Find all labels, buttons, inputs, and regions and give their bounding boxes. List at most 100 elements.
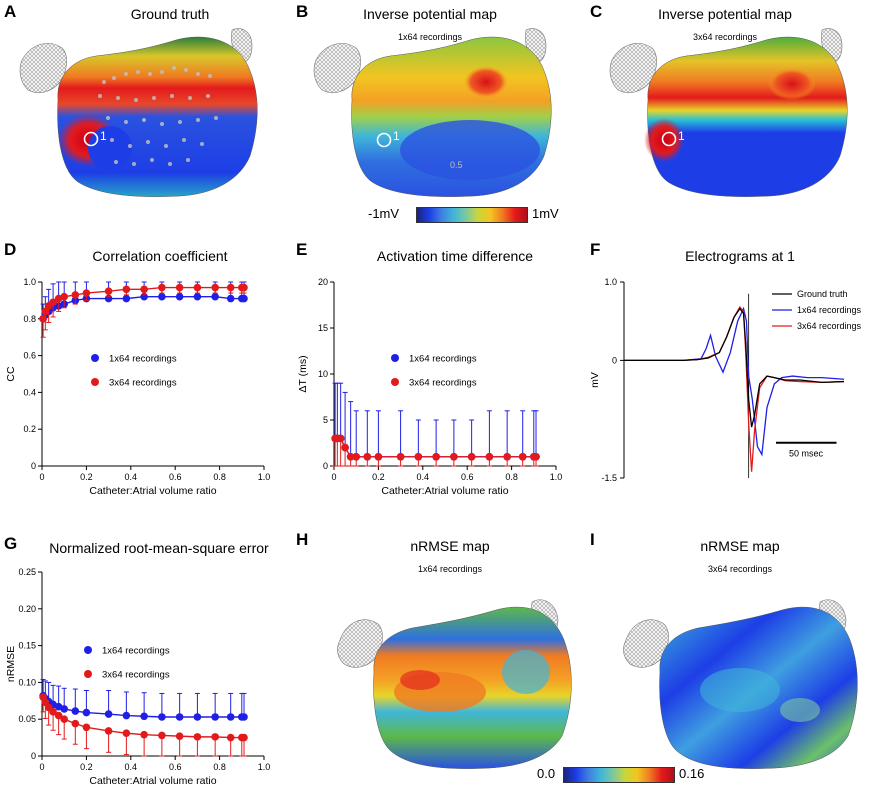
d-legend-red-label: 3x64 recordings [109, 378, 177, 389]
g-y-tick-label: 0.10 [18, 677, 36, 687]
g-x-tick-label: 0.2 [80, 762, 93, 772]
g-y-tick-label: 0.25 [18, 567, 36, 577]
g-red-point [140, 730, 148, 739]
g-legend-blue-label: 1x64 recordings [102, 646, 170, 657]
f-y-tick-label: 1.0 [604, 277, 617, 287]
e-red-point [485, 453, 494, 461]
d-x-tick-label: 0 [39, 472, 44, 482]
f-series-1-line [624, 306, 845, 457]
d-y-tick-label: 0.4 [23, 387, 36, 397]
g-blue-point [122, 711, 131, 720]
d-red-point [158, 283, 166, 292]
g-blue-point [226, 713, 235, 721]
f-series-2-line [624, 305, 845, 472]
g-x-tick-label: 0.6 [169, 762, 182, 772]
atrial-map-a: 1 [19, 28, 258, 197]
d-y-tick-label: 0 [31, 461, 36, 471]
g-red-point [54, 711, 63, 720]
d-red-point [71, 291, 80, 299]
colorbar-bottom-min-label: 0.0 [537, 766, 556, 781]
g-red-point [211, 733, 219, 741]
g-x-axis-label: Catheter:Atrial volume ratio [89, 775, 216, 787]
panel-label-h: H [296, 530, 309, 549]
d-blue-point [158, 292, 166, 301]
g-red-point [71, 719, 80, 728]
g-blue-point [175, 713, 184, 721]
d-x-tick-label: 1.0 [258, 472, 271, 482]
g-red-point [49, 708, 57, 716]
e-red-point [503, 453, 511, 461]
d-red-point [175, 283, 184, 292]
d-y-tick-label: 1.0 [23, 277, 36, 287]
f-y-tick-label: 0 [612, 355, 617, 365]
d-red-point [82, 289, 91, 297]
d-blue-point [175, 292, 184, 301]
marker-1-b: 1 [393, 129, 400, 143]
g-blue-point [240, 713, 248, 721]
d-red-point [104, 287, 113, 295]
d-blue-point [240, 294, 248, 303]
e-legend-blue-label: 1x64 recordings [409, 354, 477, 365]
chart-electrograms: -1.5 0 1.0 mV Ground truth 1x64 recordings 3x6… [589, 277, 862, 483]
d-red-point [193, 283, 202, 292]
panel-label-b: B [296, 2, 309, 21]
panel-subtitle-h: 1x64 recordings [417, 564, 483, 574]
panel-title-f: Electrograms at 1 [685, 248, 795, 264]
d-red-point [41, 307, 50, 316]
g-x-tick-label: 1.0 [258, 762, 271, 772]
d-y-tick-label: 0.6 [23, 351, 36, 361]
e-x-tick-label: 1.0 [550, 472, 563, 482]
g-blue-point [82, 708, 91, 717]
panel-label-f: F [590, 240, 601, 259]
panel-title-d: Correlation coefficient [92, 248, 228, 264]
g-y-tick-label: 0.15 [18, 641, 36, 651]
d-legend-red-marker [91, 378, 99, 386]
e-y-axis-label: ΔT (ms) [297, 355, 309, 392]
f-legend-1-label: 1x64 recordings [797, 305, 862, 315]
d-x-tick-label: 0.4 [125, 472, 138, 482]
panel-subtitle-i: 3x64 recordings [707, 564, 773, 574]
panel-subtitle-c: 3x64 recordings [692, 32, 758, 42]
d-blue-point [193, 292, 202, 301]
d-blue-point [211, 292, 219, 301]
panel-label-e: E [296, 240, 308, 259]
panel-title-g: Normalized root-mean-square error [49, 540, 269, 556]
nrmse-map-h [337, 599, 572, 769]
annotation-b: 0.5 [450, 160, 463, 170]
panel-title-a: Ground truth [130, 6, 210, 22]
panel-title-b: Inverse potential map [363, 6, 497, 22]
chart-activation-time-difference: 0 5 10 15 20 0 0.2 0.4 0.6 0.8 1.0 Catheter:Atrial … [297, 277, 563, 497]
nrmse-map-i [623, 599, 858, 769]
e-x-tick-label: 0.6 [461, 472, 474, 482]
e-red-point [414, 453, 423, 461]
atrial-map-b: 1 0.5 [313, 28, 552, 197]
e-y-tick-label: 5 [323, 415, 328, 425]
d-legend-blue-label: 1x64 recordings [109, 354, 177, 365]
g-legend-blue-marker [84, 646, 92, 654]
d-red-point [122, 285, 131, 294]
g-blue-point [158, 713, 166, 721]
f-series-0-line [624, 307, 845, 428]
g-legend-red-label: 3x64 recordings [102, 670, 170, 681]
d-y-tick-label: 0.8 [23, 314, 36, 324]
f-scalebar-label: 50 msec [789, 449, 824, 459]
d-red-point [226, 283, 235, 292]
panel-label-d: D [4, 240, 17, 259]
d-x-tick-label: 0.8 [213, 472, 226, 482]
e-red-point [532, 453, 540, 461]
g-x-tick-label: 0.8 [213, 762, 226, 772]
f-legend-0-label: Ground truth [797, 289, 848, 299]
panel-title-c: Inverse potential map [658, 6, 792, 22]
colorbar-bottom [563, 767, 675, 783]
panel-title-i: nRMSE map [700, 538, 780, 554]
e-legend-red-marker [391, 378, 399, 386]
g-blue-point [211, 713, 219, 721]
panel-label-g: G [4, 534, 18, 553]
e-red-point [374, 453, 383, 461]
d-red-point [39, 315, 47, 323]
panel-label-c: C [590, 2, 603, 21]
d-legend-blue-marker [91, 354, 99, 362]
g-y-tick-label: 0 [31, 751, 36, 761]
g-red-point [104, 727, 113, 735]
g-y-tick-label: 0.20 [18, 604, 36, 614]
